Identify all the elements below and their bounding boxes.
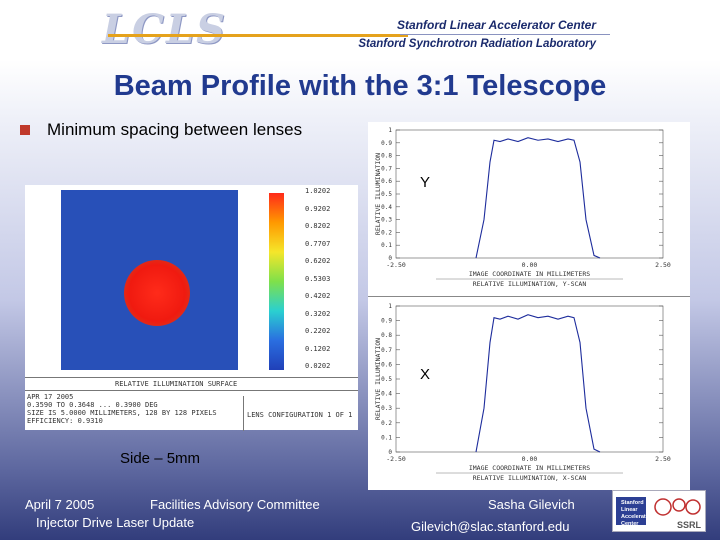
y-tick-label: 0.1 — [381, 242, 392, 249]
footer-email: Gilevich@slac.stanford.edu — [411, 519, 570, 534]
y-tick-label: 1 — [388, 127, 392, 134]
x-tick-label: 0.00 — [522, 455, 538, 463]
header-rule — [400, 34, 610, 35]
slide-title: Beam Profile with the 3:1 Telescope — [113, 70, 607, 102]
scan-divider — [368, 296, 690, 297]
y-tick-label: 0.5 — [381, 191, 392, 198]
slac-logo-text: Stanford Linear Accelerator Center — [621, 500, 652, 527]
x-tick-label: 0.00 — [522, 261, 538, 269]
y-scan-plot: 1 0.9 0.8 0.7 0.6 0.5 0.4 0.3 0.2 0.1 0-2.50 0.00 2.… — [374, 127, 671, 288]
caption-divider — [243, 396, 244, 431]
colorbar-tick-label: 0.6202 — [305, 257, 331, 265]
caption-rule — [25, 390, 358, 391]
y-tick-label: 0.4 — [381, 391, 392, 398]
beam-caption-line: SIZE IS 5.0000 MILLIMETERS, 128 BY 128 P… — [27, 409, 217, 417]
y-tick-label: 0.7 — [381, 165, 392, 172]
y-tick-label: 0.8 — [381, 153, 392, 160]
footer-update: Injector Drive Laser Update — [36, 515, 195, 530]
beam-caption-config: LENS CONFIGURATION 1 OF 1 — [247, 411, 353, 419]
y-scan-label: Y — [420, 174, 431, 191]
bullet-icon — [20, 125, 30, 135]
beam-caption-line: APR 17 2005 — [27, 393, 74, 401]
ssrl-ring-icon — [654, 498, 701, 516]
y-tick-label: 0.7 — [381, 347, 392, 354]
plot-caption: RELATIVE ILLUMINATION, Y-SCAN — [473, 280, 587, 288]
header-accent-line — [108, 34, 408, 37]
bullet-text: Minimum spacing between lenses — [47, 120, 303, 139]
plot-caption: RELATIVE ILLUMINATION, X-SCAN — [473, 474, 587, 482]
y-tick-label: 0 — [388, 449, 392, 456]
colorbar-tick-label: 0.1202 — [305, 344, 331, 353]
plot-frame — [395, 129, 664, 259]
x-tick-label: 2.50 — [655, 455, 671, 463]
colorbar-tick-label: 0.7707 — [305, 239, 331, 248]
x-tick-label: -2.50 — [386, 455, 406, 463]
beam-caption-line: EFFICIENCY: 0.9310 — [27, 417, 103, 425]
y-tick-label: 1 — [388, 303, 392, 310]
beam-caption-title: RELATIVE ILLUMINATION SURFACE — [115, 380, 238, 388]
colorbar-tick-label: 1.0202 — [305, 187, 331, 195]
x-axis-label: IMAGE COORDINATE IN MILLIMETERS — [469, 464, 590, 472]
y-axis-label: RELATIVE ILLUMINATION — [374, 153, 382, 235]
y-tick-label: 0.9 — [381, 140, 392, 147]
ssrl-text: SSRL — [677, 520, 702, 530]
colorbar-tick-label: 0.3202 — [305, 309, 331, 318]
beam-caption: RELATIVE ILLUMINATION SURFACE APR 17 200… — [25, 377, 358, 431]
y-tick-label: 0.4 — [381, 204, 392, 211]
x-scan-plot: 1 0.9 0.8 0.7 0.6 0.5 0.4 0.3 0.2 0.1 0-2.50 0.00 2.… — [374, 303, 671, 482]
org-line-1: Stanford Linear Accelerator Center — [397, 18, 596, 32]
colorbar — [269, 193, 284, 370]
y-tick-label: 0.5 — [381, 376, 392, 383]
y-tick-label: 0.3 — [381, 405, 392, 412]
beam-caption-line: 0.3590 TO 0.3648 ... 0.3900 DEG — [27, 401, 158, 409]
lcls-logo: LCLS — [102, 6, 227, 53]
x-scan-label: X — [420, 366, 431, 383]
colorbar-tick-label: 0.0202 — [305, 362, 331, 370]
colorbar-tick-label: 0.4202 — [305, 292, 331, 300]
footer-author: Sasha Gilevich — [488, 497, 575, 512]
y-tick-label: 0.9 — [381, 318, 392, 325]
x-tick-label: 2.50 — [655, 261, 671, 269]
beam-field — [61, 190, 238, 370]
x-tick-label: -2.50 — [386, 261, 406, 269]
beam-profile-image: 1.0202 0.9202 0.8202 0.7707 0.6202 0.5303 0.42… — [25, 185, 358, 431]
scan-plots: 1 0.9 0.8 0.7 0.6 0.5 0.4 0.3 0.2 0.1 0 -2.50 0.00 2.… — [368, 122, 690, 490]
colorbar-tick-label: 0.2202 — [305, 327, 331, 335]
footer-date: April 7 2005 — [25, 497, 95, 512]
plot-frame — [395, 305, 664, 453]
y-tick-label: 0.2 — [381, 420, 392, 427]
slac-logo: Stanford Linear Accelerator Center SSRL — [612, 490, 706, 532]
y-axis-label: RELATIVE ILLUMINATION — [374, 338, 382, 420]
footer-committee: Facilities Advisory Committee — [150, 497, 320, 512]
slac-logo-mark: Stanford Linear Accelerator Center — [616, 497, 651, 527]
y-tick-label: 0.2 — [381, 229, 392, 236]
y-tick-label: 0.3 — [381, 217, 392, 224]
colorbar-tick-label: 0.5303 — [305, 274, 331, 283]
profile-curve — [475, 314, 601, 453]
y-tick-label: 0 — [388, 255, 392, 262]
x-axis-label: IMAGE COORDINATE IN MILLIMETERS — [469, 270, 590, 278]
beam-spot — [124, 260, 190, 326]
profile-curve — [475, 137, 601, 259]
y-tick-label: 0.6 — [381, 361, 392, 368]
y-tick-label: 0.8 — [381, 332, 392, 339]
header: LCLS Stanford Linear Accelerator Center … — [0, 0, 720, 58]
side-caption: Side – 5mm — [120, 450, 201, 467]
colorbar-tick-label: 0.9202 — [305, 204, 331, 213]
org-line-2: Stanford Synchrotron Radiation Laborator… — [358, 38, 596, 50]
colorbar-tick-label: 0.8202 — [305, 222, 331, 230]
y-tick-label: 0.6 — [381, 178, 392, 185]
y-tick-label: 0.1 — [381, 434, 392, 441]
